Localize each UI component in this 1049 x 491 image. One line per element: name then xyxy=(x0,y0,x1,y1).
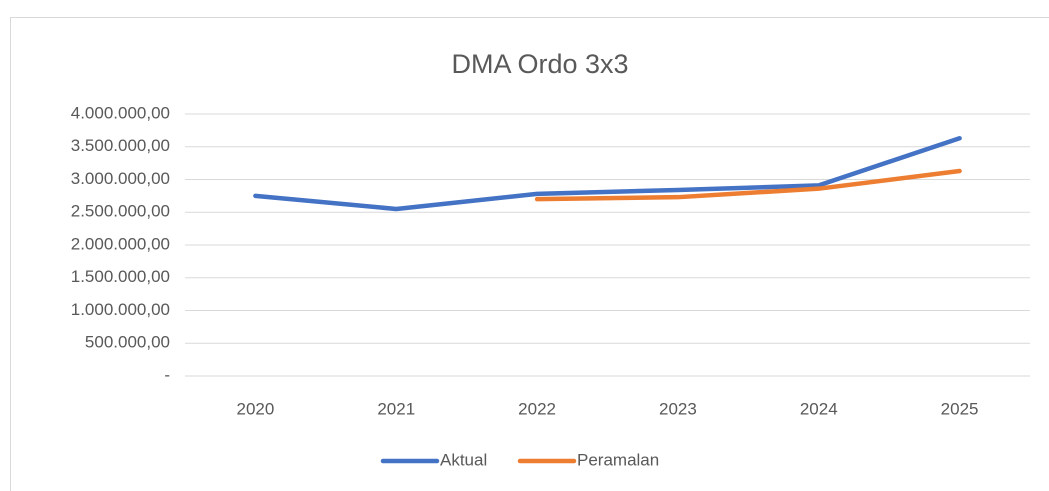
y-tick-label: 1.500.000,00 xyxy=(71,267,170,286)
chart-border xyxy=(10,17,1049,491)
chart-title: DMA Ordo 3x3 xyxy=(451,49,628,79)
series-line xyxy=(253,135,962,212)
legend-label: Aktual xyxy=(440,450,487,469)
y-tick-label: 3.500.000,00 xyxy=(71,136,170,155)
x-tick-label: 2025 xyxy=(941,399,979,418)
x-tick-label: 2023 xyxy=(659,399,697,418)
y-tick-label: 2.500.000,00 xyxy=(71,202,170,221)
y-tick-label: 3.000.000,00 xyxy=(71,169,170,188)
series-line xyxy=(534,168,962,202)
x-tick-label: 2022 xyxy=(518,399,556,418)
y-tick-label: - xyxy=(164,365,170,384)
x-tick-label: 2020 xyxy=(237,399,275,418)
y-tick-label: 4.000.000,00 xyxy=(71,103,170,122)
y-tick-label: 2.000.000,00 xyxy=(71,234,170,253)
x-tick-label: 2024 xyxy=(800,399,838,418)
y-tick-label: 500.000,00 xyxy=(85,333,170,352)
legend-label: Peramalan xyxy=(577,450,659,469)
y-tick-label: 1.000.000,00 xyxy=(71,300,170,319)
x-tick-label: 2021 xyxy=(377,399,415,418)
